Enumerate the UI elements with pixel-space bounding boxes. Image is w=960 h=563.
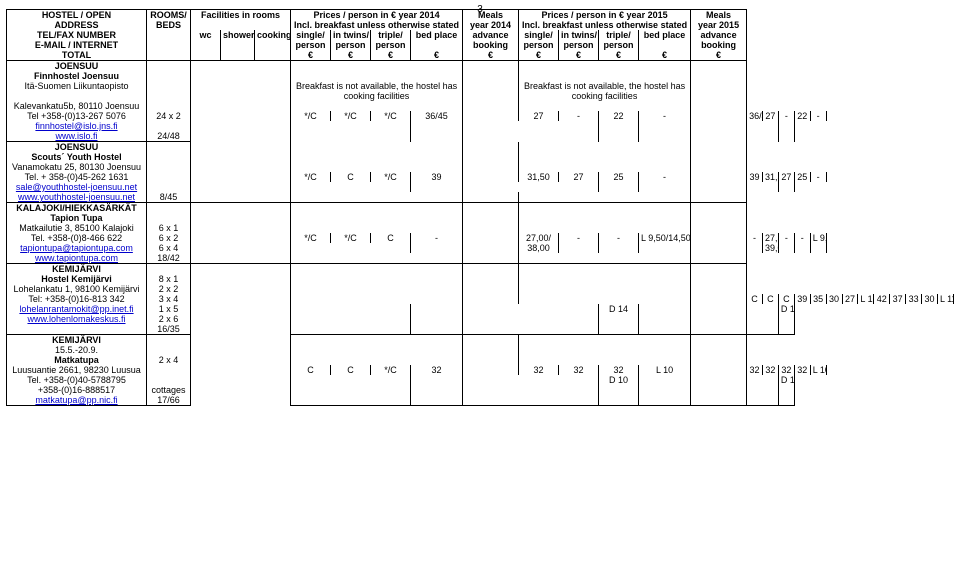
hdr-bed15: bed place: [639, 30, 691, 40]
table-body: JOENSUU Finnhostel Joensuu Itä-Suomen Li…: [7, 61, 954, 406]
hdr-person: person: [291, 40, 331, 50]
hdr-single15: single/: [519, 30, 559, 40]
euro: €: [291, 50, 331, 61]
hdr-rooms: ROOMS/: [147, 10, 191, 21]
hdr-hostel: HOSTEL / OPEN: [7, 10, 147, 21]
hdr-address: ADDRESS: [7, 20, 147, 30]
web-link: www.islo.fi: [55, 131, 97, 141]
hdr-triple14: triple/: [371, 30, 411, 40]
hdr-meals2015-2: year 2015: [691, 20, 747, 30]
hdr-twins14: in twins/: [331, 30, 371, 40]
hdr-wc: wc: [191, 30, 221, 40]
table-header: HOSTEL / OPEN ROOMS/ Facilities in rooms…: [7, 10, 954, 61]
rooms-cell: 24 x 2: [147, 111, 191, 121]
hdr-incl2014: Incl. breakfast unless otherwise stated: [291, 20, 463, 30]
hdr-triple15: triple/: [599, 30, 639, 40]
hdr-email: E-MAIL / INTERNET: [7, 40, 147, 50]
hdr-beds: BEDS: [147, 20, 191, 30]
hdr-total: TOTAL: [7, 50, 147, 61]
hdr-twins15: in twins/: [559, 30, 599, 40]
hdr-meals2015-3: advance: [691, 30, 747, 40]
hdr-meals2014-1: Meals: [463, 10, 519, 21]
open-dates: 15.5.-20.9.: [7, 345, 147, 355]
hdr-prices2015: Prices / person in € year 2015: [519, 10, 691, 21]
hostel-name: Finnhostel Joensuu: [7, 71, 147, 81]
pricing-table: HOSTEL / OPEN ROOMS/ Facilities in rooms…: [6, 9, 954, 406]
hdr-tel: TEL/FAX NUMBER: [7, 30, 147, 40]
city-label: JOENSUU: [7, 61, 147, 72]
hdr-single14: single/: [291, 30, 331, 40]
hdr-meals2014-4: booking: [463, 40, 519, 50]
hdr-meals2014-3: advance: [463, 30, 519, 40]
email-link: finnhostel@islo.jns.fi: [35, 121, 117, 131]
hdr-cooking: cooking: [255, 30, 291, 40]
hdr-incl2015: Incl. breakfast unless otherwise stated: [519, 20, 691, 30]
hdr-meals2015-1: Meals: [691, 10, 747, 21]
hostel-addr: Itä-Suomen Liikuntaopisto: [7, 81, 147, 101]
hdr-prices2014: Prices / person in € year 2014: [291, 10, 463, 21]
hdr-bed14: bed place: [411, 30, 463, 40]
hdr-meals2015-4: booking: [691, 40, 747, 50]
hdr-meals2014-2: year 2014: [463, 20, 519, 30]
hostel-note: Breakfast is not available, the hostel h…: [291, 81, 463, 101]
hdr-facilities: Facilities in rooms: [191, 10, 291, 21]
hdr-shower: shower: [221, 30, 255, 40]
